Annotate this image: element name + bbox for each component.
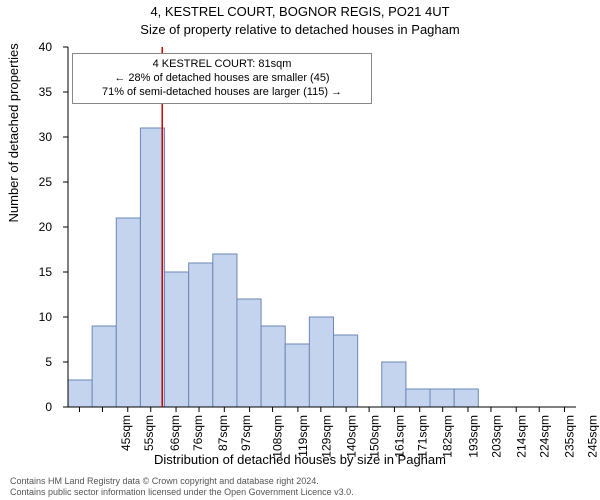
- x-tick-label: 119sqm: [295, 415, 309, 457]
- chart-title-line2: Size of property relative to detached ho…: [0, 22, 600, 37]
- footer-line1: Contains HM Land Registry data © Crown c…: [10, 476, 590, 486]
- chart-area: 0510152025303540 45sqm55sqm66sqm76sqm87s…: [60, 45, 580, 415]
- y-tick-label: 25: [22, 175, 52, 189]
- x-tick-label: 76sqm: [191, 415, 205, 451]
- chart-page: 4, KESTREL COURT, BOGNOR REGIS, PO21 4UT…: [0, 0, 600, 500]
- y-tick-label: 40: [22, 40, 52, 54]
- marker-box-line1: 4 KESTREL COURT: 81sqm: [83, 58, 361, 72]
- attribution-footer: Contains HM Land Registry data © Crown c…: [10, 476, 590, 497]
- x-tick-label: 45sqm: [120, 415, 134, 451]
- x-tick-label: 66sqm: [168, 415, 182, 451]
- x-axis-label: Distribution of detached houses by size …: [0, 452, 600, 467]
- y-tick-label: 5: [22, 355, 52, 369]
- footer-line2: Contains public sector information licen…: [10, 487, 590, 497]
- y-axis-label: Number of detached properties: [6, 43, 21, 222]
- y-tick-label: 20: [22, 220, 52, 234]
- y-tick-label: 35: [22, 85, 52, 99]
- x-tick-label: 97sqm: [239, 415, 253, 451]
- y-tick-label: 10: [22, 310, 52, 324]
- marker-box-line3: 71% of semi-detached houses are larger (…: [83, 86, 361, 100]
- y-tick-label: 30: [22, 130, 52, 144]
- x-tick-label: 55sqm: [143, 415, 157, 451]
- y-tick-label: 0: [22, 400, 52, 414]
- marker-annotation-box: 4 KESTREL COURT: 81sqm ← 28% of detached…: [72, 53, 372, 104]
- y-tick-label: 15: [22, 265, 52, 279]
- x-tick-label: 87sqm: [216, 415, 230, 451]
- chart-title-line1: 4, KESTREL COURT, BOGNOR REGIS, PO21 4UT: [0, 4, 600, 19]
- marker-box-line2: ← 28% of detached houses are smaller (45…: [83, 72, 361, 86]
